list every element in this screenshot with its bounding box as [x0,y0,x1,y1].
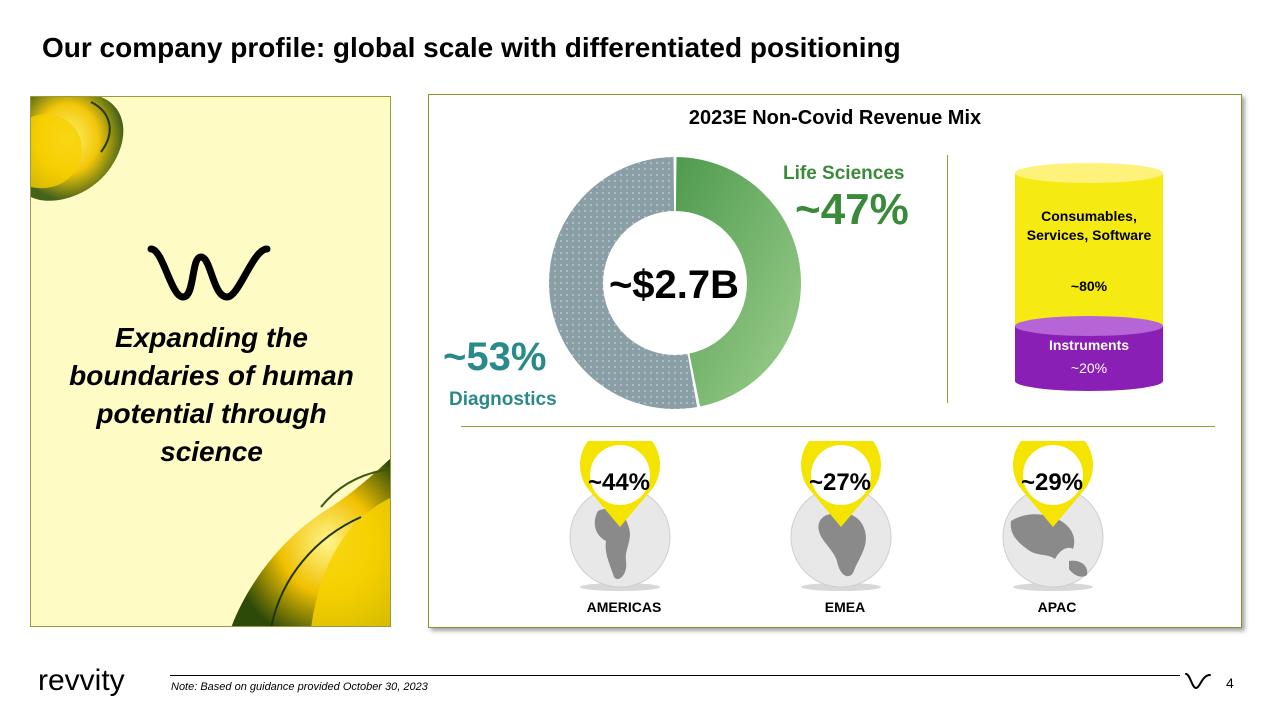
apac-percent: ~29% [1020,469,1084,496]
tagline-panel: Expanding the boundaries of human potent… [30,96,391,627]
apac-label: APAC [1037,599,1077,615]
revvity-w-mark-icon [147,245,271,301]
page-title: Our company profile: global scale with d… [42,32,901,63]
instruments-label: Instruments [1048,337,1130,353]
footer-divider [170,675,1180,676]
globe-emea-icon [790,441,892,591]
region-apac: ~29% APAC [997,441,1117,621]
emea-label: EMEA [824,599,866,615]
horizontal-divider [461,426,1215,427]
tagline: Expanding the boundaries of human potent… [69,322,354,467]
abstract-graphic [31,97,390,626]
consumables-percent: ~80% [1070,278,1108,294]
revvity-mark-icon [1185,673,1211,690]
region-americas: ~44% AMERICAS [564,441,684,621]
footnote: Note: Based on guidance provided October… [171,681,428,693]
revvity-logo-text: revvity [38,664,125,697]
globe-apac-icon [1002,441,1104,591]
americas-percent: ~44% [587,469,651,496]
globe-americas-icon [569,441,671,591]
cylinder-top [1015,163,1163,183]
life-sciences-label: Life Sciences [783,163,905,184]
life-sciences-percent: ~47% [795,185,909,234]
donut-hole [603,211,747,355]
diagnostics-label: Diagnostics [449,389,557,410]
emea-percent: ~27% [808,469,872,496]
cylinder-consumables [1015,173,1163,336]
consumables-label: Consumables, Services, Software [1026,208,1152,243]
instruments-percent: ~20% [1070,360,1108,376]
americas-label: AMERICAS [586,599,662,615]
revvity-logo: revvity [38,664,125,697]
cylinder-instruments [1015,326,1163,391]
cylinder-divider [1015,316,1163,336]
revenue-type-cylinder [1015,163,1163,391]
revenue-mix-panel: 2023E Non-Covid Revenue Mix ~$2.7B Life … [428,94,1242,628]
page-number: 4 [1226,675,1234,691]
revenue-donut-chart [549,157,802,409]
total-revenue: ~$2.7B [608,263,740,307]
revenue-mix-title: 2023E Non-Covid Revenue Mix [688,107,982,129]
region-emea: ~27% EMEA [785,441,905,621]
vertical-divider [947,155,948,403]
diagnostics-percent: ~53% [443,335,547,379]
